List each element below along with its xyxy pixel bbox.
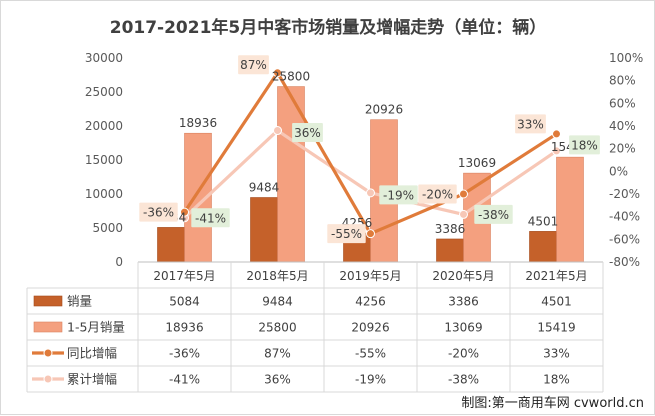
right-axis-tick: 60% xyxy=(609,96,636,110)
ytd-sales-bar-label: 13069 xyxy=(458,156,496,170)
yoy-growth-label: -55% xyxy=(331,227,362,241)
category-label: 2021年5月 xyxy=(525,269,587,283)
yoy-growth-label-box xyxy=(238,55,269,75)
yoy-growth-point xyxy=(273,68,282,78)
cumulative-growth-label: 18% xyxy=(571,138,598,152)
right-axis-tick: -80% xyxy=(609,255,640,269)
category-label: 2017年5月 xyxy=(153,269,215,283)
cumulative-growth-point xyxy=(459,209,468,219)
right-axis-tick: 0% xyxy=(609,164,628,178)
chart-title: 2017-2021年5月中客市场销量及增幅走势（单位：辆） xyxy=(110,17,547,38)
cumulative-growth-point xyxy=(366,188,375,198)
cumulative-growth-point xyxy=(273,126,282,136)
sales-bar-label: 4501 xyxy=(528,214,559,228)
table-cell: 25800 xyxy=(258,321,296,335)
legend-entry: 累计增幅 xyxy=(67,372,117,387)
cumulative-growth-label: -38% xyxy=(478,208,509,222)
cumulative-growth-label-box xyxy=(379,185,418,205)
right-axis-tick: 100% xyxy=(609,51,643,65)
table-cell: 13069 xyxy=(444,321,482,335)
table-cell: -41% xyxy=(169,373,200,387)
right-axis-tick: 20% xyxy=(609,142,636,156)
ytd-sales-bar xyxy=(277,86,305,263)
legend-entry: 1-5月销量 xyxy=(67,320,125,335)
table-cell: 18936 xyxy=(165,321,203,335)
right-axis-tick: 80% xyxy=(609,74,636,88)
table-cell: -55% xyxy=(355,347,386,361)
cumulative-growth-label-box xyxy=(191,208,230,228)
yoy-growth-label: -20% xyxy=(422,188,453,202)
left-axis-tick: 0 xyxy=(115,255,123,269)
table-cell: -38% xyxy=(448,373,479,387)
sales-bar xyxy=(436,238,464,263)
cumulative-growth-label: -19% xyxy=(383,188,414,202)
cumulative-growth-label-box xyxy=(569,135,600,155)
left-axis-tick: 20000 xyxy=(85,119,123,133)
left-axis-tick: 30000 xyxy=(85,51,123,65)
cumulative-growth-point xyxy=(552,146,561,156)
table-cell: 4501 xyxy=(541,295,572,309)
legend-key-marker xyxy=(43,348,53,358)
table-cell: -20% xyxy=(448,347,479,361)
table-cell: 15419 xyxy=(537,321,575,335)
category-label: 2020年5月 xyxy=(432,269,494,283)
sales-bar-label: 3386 xyxy=(435,222,466,236)
yoy-growth-label-box xyxy=(327,224,366,244)
yoy-growth-point xyxy=(366,229,375,239)
credit-text: 制图:第一商用车网 cvworld.cn xyxy=(461,396,644,411)
left-axis-tick: 25000 xyxy=(85,85,123,99)
left-axis-tick: 5000 xyxy=(92,221,123,235)
cumulative-growth-label: -41% xyxy=(195,211,226,225)
sales-bar xyxy=(250,197,278,263)
table-cell: 33% xyxy=(543,347,570,361)
category-label: 2018年5月 xyxy=(246,269,308,283)
yoy-growth-label: 87% xyxy=(240,58,267,72)
legend-key-ytd-sales xyxy=(33,321,63,333)
right-axis-tick: -20% xyxy=(609,187,640,201)
legend-entry: 销量 xyxy=(67,294,92,309)
yoy-growth-point xyxy=(180,207,189,217)
ytd-sales-bar xyxy=(556,156,584,263)
right-axis-tick: -60% xyxy=(609,232,640,246)
category-label: 2019年5月 xyxy=(339,269,401,283)
table-cell: 18% xyxy=(543,373,570,387)
table-cell: 5084 xyxy=(169,295,200,309)
table-cell: 20926 xyxy=(351,321,389,335)
yoy-growth-label-box xyxy=(515,114,546,134)
table-cell: -19% xyxy=(355,373,386,387)
yoy-growth-point xyxy=(459,189,468,199)
ytd-sales-bar-label: 18936 xyxy=(179,116,217,130)
table-cell: 3386 xyxy=(448,295,479,309)
table-cell: 36% xyxy=(264,373,291,387)
table-cell: 4256 xyxy=(355,295,386,309)
left-axis-tick: 10000 xyxy=(85,187,123,201)
left-axis-tick: 15000 xyxy=(85,153,123,167)
cumulative-growth-label-box xyxy=(292,123,323,143)
legend-key-marker xyxy=(43,374,53,384)
cumulative-growth-label-box xyxy=(474,204,513,224)
legend-key-sales xyxy=(33,295,63,307)
sales-bar xyxy=(529,231,557,263)
table-cell: 9484 xyxy=(262,295,293,309)
legend-entry: 同比增幅 xyxy=(67,346,117,361)
right-axis-tick: -40% xyxy=(609,210,640,224)
yoy-growth-label: -36% xyxy=(143,206,174,220)
yoy-growth-label: 33% xyxy=(517,117,544,131)
cumulative-growth-label: 36% xyxy=(294,126,321,140)
table-cell: -36% xyxy=(169,347,200,361)
yoy-growth-label-box xyxy=(139,202,178,222)
yoy-growth-label-box xyxy=(418,184,457,204)
table-cell: 87% xyxy=(264,347,291,361)
sales-bar-label: 9484 xyxy=(249,181,280,195)
ytd-sales-bar-label: 20926 xyxy=(365,103,403,117)
yoy-growth-point xyxy=(552,129,561,139)
right-axis-tick: 40% xyxy=(609,119,636,133)
ytd-sales-bar-label: 25800 xyxy=(272,70,310,84)
sales-bar xyxy=(157,227,185,263)
